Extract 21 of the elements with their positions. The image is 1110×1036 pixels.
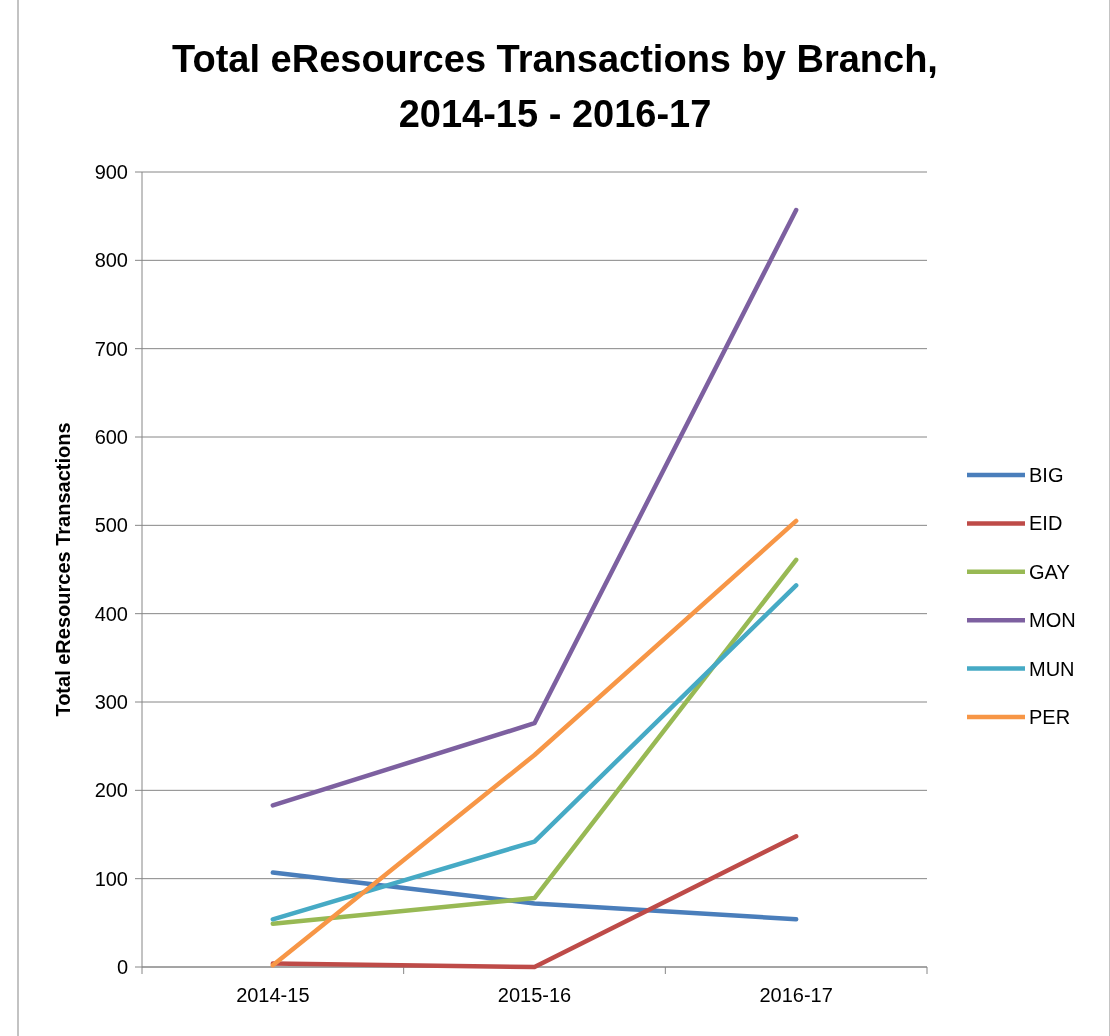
y-tick-label: 300: [94, 691, 128, 713]
y-tick-label: 600: [94, 426, 128, 448]
y-tick-label: 100: [94, 867, 128, 890]
x-tick-label: 2014-15: [236, 984, 310, 1006]
legend-label: MON: [1029, 609, 1076, 632]
y-tick-label: 500: [94, 514, 128, 537]
y-tick-label: 700: [94, 337, 128, 360]
y-axis-title: Total eResources Transactions: [52, 422, 74, 717]
legend-label: EID: [1029, 512, 1063, 535]
x-tick-label: 2016-17: [759, 984, 833, 1006]
legend-label: MUN: [1029, 657, 1075, 680]
y-tick-label: 400: [94, 602, 128, 625]
y-tick-label: 0: [116, 956, 128, 978]
chart-title: Total eResources Transactions by Branch, 2014-15 - 2016-17: [172, 38, 938, 135]
x-tick-label: 2015-16: [497, 984, 572, 1006]
legend-label: GAY: [1029, 560, 1070, 583]
legend-label: BIG: [1029, 464, 1064, 486]
y-tick-label: 800: [94, 249, 128, 272]
y-tick-label: 900: [94, 161, 128, 183]
y-tick-label: 200: [94, 779, 128, 802]
legend-label: PER: [1029, 706, 1071, 728]
